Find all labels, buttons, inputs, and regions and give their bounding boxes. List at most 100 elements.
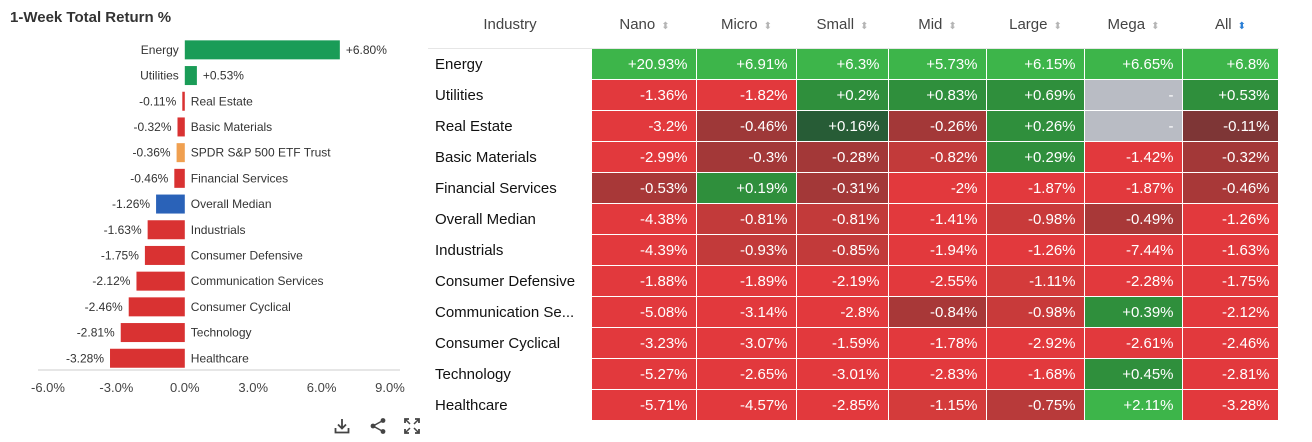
sort-icon[interactable]: ⬍ bbox=[1151, 20, 1159, 32]
return-cell-mega: - bbox=[1084, 79, 1183, 111]
return-cell-large: -1.87% bbox=[986, 172, 1085, 204]
sort-icon[interactable]: ⬍ bbox=[948, 20, 956, 32]
sort-icon[interactable]: ⬍ bbox=[1237, 20, 1246, 32]
bar-energy[interactable] bbox=[184, 40, 340, 60]
return-cell-micro: +6.91% bbox=[696, 48, 797, 80]
industry-name-cell: Communication Se... bbox=[428, 296, 592, 328]
bar-chart: Energy +6.80% Utilities +0.53% Real Estate -0… bbox=[31, 40, 405, 395]
table-row[interactable]: Overall Median -4.38% -0.81% -0.81% -1.41% -0… bbox=[428, 203, 1279, 235]
return-cell-small: -2.19% bbox=[796, 265, 889, 297]
bar-industrials[interactable] bbox=[147, 220, 185, 240]
return-cell-nano: -0.53% bbox=[592, 172, 697, 204]
return-cell-nano: -2.99% bbox=[592, 141, 697, 173]
return-cell-mega: -1.87% bbox=[1084, 172, 1183, 204]
return-cell-all: +6.8% bbox=[1182, 48, 1279, 80]
return-cell-small: +0.2% bbox=[796, 79, 889, 111]
share-icon[interactable] bbox=[368, 416, 388, 436]
return-cell-nano: +20.93% bbox=[592, 48, 697, 80]
return-cell-small: -1.59% bbox=[796, 327, 889, 359]
column-header-small[interactable]: Small ⬍ bbox=[796, 0, 888, 49]
return-cell-mid: -2% bbox=[888, 172, 987, 204]
column-header-label: Large bbox=[1009, 15, 1048, 33]
value-label: -1.75% bbox=[101, 248, 139, 262]
return-cell-nano: -4.38% bbox=[592, 203, 697, 235]
return-cell-nano: -1.36% bbox=[592, 79, 697, 111]
return-cell-mid: -1.94% bbox=[888, 234, 987, 266]
return-cell-mega: +6.65% bbox=[1084, 48, 1183, 80]
table-row[interactable]: Technology -5.27% -2.65% -3.01% -2.83% -1.68%… bbox=[428, 358, 1279, 390]
bar-communication-services[interactable] bbox=[136, 271, 185, 291]
value-label: -2.12% bbox=[92, 274, 130, 288]
column-header-label: Nano bbox=[619, 15, 656, 33]
return-cell-mid: -1.15% bbox=[888, 389, 987, 421]
table-row[interactable]: Energy +20.93% +6.91% +6.3% +5.73% +6.15% +6.6… bbox=[428, 48, 1279, 80]
category-label: SPDR S&P 500 ETF Trust bbox=[191, 146, 331, 160]
column-header-label: All bbox=[1214, 15, 1232, 33]
return-cell-micro: -0.93% bbox=[696, 234, 797, 266]
column-header-all[interactable]: All ⬍ bbox=[1182, 0, 1278, 49]
category-label: Basic Materials bbox=[191, 120, 272, 134]
x-tick-label: 3.0% bbox=[238, 380, 268, 395]
return-cell-micro: -0.81% bbox=[696, 203, 797, 235]
return-cell-mid: -0.82% bbox=[888, 141, 987, 173]
bar-real-estate[interactable] bbox=[182, 91, 185, 111]
sort-icon[interactable]: ⬍ bbox=[661, 20, 669, 32]
bar-utilities[interactable] bbox=[184, 66, 197, 86]
category-label: Energy bbox=[141, 43, 179, 57]
industry-name-cell: Industrials bbox=[428, 234, 592, 266]
return-cell-large: -1.26% bbox=[986, 234, 1085, 266]
fullscreen-icon[interactable] bbox=[402, 416, 422, 436]
return-cell-mid: +5.73% bbox=[888, 48, 987, 80]
bar-overall-median[interactable] bbox=[156, 194, 185, 214]
return-cell-nano: -1.88% bbox=[592, 265, 697, 297]
table-row[interactable]: Industrials -4.39% -0.93% -0.85% -1.94% -1.26… bbox=[428, 234, 1279, 266]
category-label: Real Estate bbox=[191, 94, 253, 108]
category-label: Utilities bbox=[140, 69, 179, 83]
column-header-nano[interactable]: Nano ⬍ bbox=[592, 0, 696, 49]
return-cell-all: -2.46% bbox=[1182, 327, 1279, 359]
x-tick-label: -3.0% bbox=[99, 380, 133, 395]
return-cell-nano: -4.39% bbox=[592, 234, 697, 266]
value-label: -2.46% bbox=[85, 300, 123, 314]
column-header-micro[interactable]: Micro ⬍ bbox=[696, 0, 796, 49]
column-header-industry[interactable]: Industry bbox=[428, 0, 592, 49]
return-cell-mega: -1.42% bbox=[1084, 141, 1183, 173]
chart-panel: 1-Week Total Return % Energy +6.80% Utilit… bbox=[0, 0, 430, 442]
category-label: Industrials bbox=[191, 223, 246, 237]
value-label: -0.32% bbox=[133, 120, 171, 134]
return-cell-micro: -4.57% bbox=[696, 389, 797, 421]
table-row[interactable]: Real Estate -3.2% -0.46% +0.16% -0.26% +0.26%… bbox=[428, 110, 1279, 142]
sort-icon[interactable]: ⬍ bbox=[860, 20, 868, 32]
sort-icon[interactable]: ⬍ bbox=[1053, 20, 1061, 32]
bar-basic-materials[interactable] bbox=[177, 117, 185, 137]
bar-consumer-defensive[interactable] bbox=[144, 245, 185, 265]
table-row[interactable]: Utilities -1.36% -1.82% +0.2% +0.83% +0.69% - +… bbox=[428, 79, 1279, 111]
return-cell-large: -1.68% bbox=[986, 358, 1085, 390]
download-icon[interactable] bbox=[332, 416, 352, 436]
table-row[interactable]: Consumer Defensive -1.88% -1.89% -2.19% -2.5… bbox=[428, 265, 1279, 297]
value-label: -0.46% bbox=[130, 171, 168, 185]
return-cell-large: -0.98% bbox=[986, 296, 1085, 328]
chart-title: 1-Week Total Return % bbox=[10, 9, 172, 26]
bar-financial-services[interactable] bbox=[174, 168, 185, 188]
value-label: -1.63% bbox=[104, 223, 142, 237]
table-row[interactable]: Consumer Cyclical -3.23% -3.07% -1.59% -1.78… bbox=[428, 327, 1279, 359]
table-row[interactable]: Financial Services -0.53% +0.19% -0.31% -2% -… bbox=[428, 172, 1279, 204]
industry-name-cell: Technology bbox=[428, 358, 592, 390]
table-row[interactable]: Communication Se... -5.08% -3.14% -2.8% -0.8… bbox=[428, 296, 1279, 328]
return-cell-mega: +0.45% bbox=[1084, 358, 1183, 390]
bar-spdr-s-p-500-etf-trust[interactable] bbox=[176, 143, 185, 163]
bar-consumer-cyclical[interactable] bbox=[128, 297, 185, 317]
column-header-large[interactable]: Large ⬍ bbox=[986, 0, 1084, 49]
column-header-mid[interactable]: Mid ⬍ bbox=[888, 0, 986, 49]
bar-healthcare[interactable] bbox=[110, 348, 185, 368]
table-row[interactable]: Healthcare -5.71% -4.57% -2.85% -1.15% -0.75%… bbox=[428, 389, 1279, 421]
return-cell-large: -2.92% bbox=[986, 327, 1085, 359]
sort-icon[interactable]: ⬍ bbox=[763, 20, 772, 32]
bar-technology[interactable] bbox=[120, 323, 185, 343]
table-row[interactable]: Basic Materials -2.99% -0.3% -0.28% -0.82% +0… bbox=[428, 141, 1279, 173]
return-cell-micro: -1.89% bbox=[696, 265, 797, 297]
value-label: -1.26% bbox=[112, 197, 150, 211]
return-cell-mega: -2.28% bbox=[1084, 265, 1183, 297]
column-header-mega[interactable]: Mega ⬍ bbox=[1084, 0, 1182, 49]
